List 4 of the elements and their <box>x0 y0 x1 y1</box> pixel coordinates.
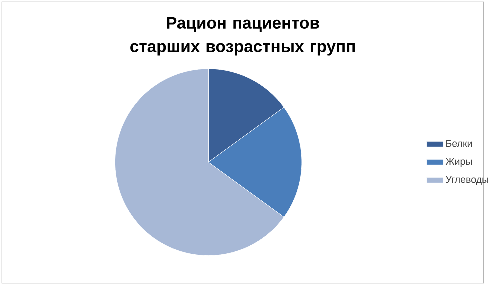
legend-label: Углеводы <box>446 176 488 185</box>
legend-label: Жиры <box>446 158 472 167</box>
chart-title: Рацион пациентов старших возрастных групп <box>130 17 355 56</box>
legend-label: Белки <box>446 140 472 147</box>
